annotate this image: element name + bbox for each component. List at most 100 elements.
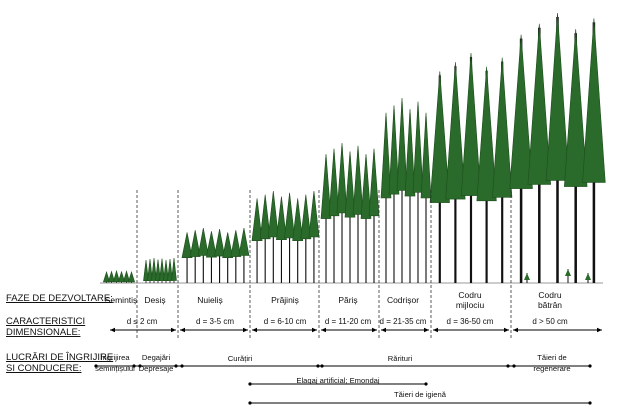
tree-crown	[171, 257, 177, 281]
tree-crown	[300, 194, 312, 240]
dim-codru-mijlociu: d = 36-50 cm	[446, 317, 494, 326]
tree-crown	[429, 71, 450, 203]
works-marker	[316, 364, 320, 368]
tree-crown	[107, 270, 116, 283]
dim-desis: d ≤ 2 cm	[126, 317, 158, 326]
work-ingrijirea: Îngrijirea semințișului	[94, 352, 136, 374]
phase-paris: Păriș	[338, 295, 358, 305]
seedling-crown	[585, 273, 591, 280]
tree-crown	[214, 229, 226, 257]
elagaj-start	[248, 382, 252, 386]
works-marker	[180, 364, 184, 368]
dim-arrow-desis-head-left	[110, 327, 115, 333]
dim-prajinis: d = 6-10 cm	[263, 317, 307, 326]
phase-desis: Desiș	[144, 295, 166, 305]
work-depresaje-line2: Depresaje	[138, 364, 174, 373]
work-rarituri: Rărituri	[387, 354, 413, 363]
tree-crown	[352, 145, 364, 215]
tree-crown	[412, 101, 424, 193]
dim-arrow-codru-mijlociu-head-right	[504, 327, 509, 333]
tree-crown	[102, 270, 111, 283]
dim-arrow-codrisor-head-left	[381, 327, 386, 333]
tree-crown	[388, 105, 400, 195]
tree-crown	[460, 52, 482, 196]
seedling-crown	[524, 273, 530, 280]
tree-crown	[117, 270, 126, 283]
tree-crown	[284, 192, 295, 239]
tree-crown	[344, 151, 356, 218]
tree-crown	[404, 109, 416, 197]
dim-arrow-codrisor-head-right	[424, 327, 429, 333]
tree-crown	[163, 259, 169, 282]
work-elagaj: Elagaj artificial; Emondaj	[296, 376, 380, 385]
row-label-dimensions-1: CARACTERISTICI	[6, 316, 86, 327]
tree-crown	[112, 269, 121, 283]
igiena-end	[588, 401, 592, 405]
tree-crown	[545, 12, 570, 181]
tree-crown	[205, 231, 217, 258]
tree-crown	[122, 270, 131, 283]
tree-crown	[189, 230, 201, 257]
elagaj-end	[424, 382, 428, 386]
phase-codrisor: Codrișor	[386, 295, 420, 305]
row-label-works-1: LUCRĂRI DE ÎNGRIJIRE	[6, 352, 114, 363]
row-label-dimensions-2: DIMENSIONALE:	[6, 327, 81, 338]
works-marker	[94, 364, 98, 368]
tree-crown	[143, 259, 149, 282]
dim-paris: d = 11-20 cm	[324, 317, 372, 326]
seedling-crown	[565, 269, 571, 276]
work-degajari: Degajări Depresaje	[136, 352, 176, 374]
tree-crown	[328, 148, 340, 217]
tree-crown	[276, 196, 287, 241]
dim-arrow-nuielis-head-right	[243, 327, 248, 333]
tree-crown	[476, 66, 497, 202]
dim-arrow-desis-head-right	[171, 327, 176, 333]
tree-crown	[509, 34, 533, 189]
works-marker	[506, 364, 510, 368]
work-taieri-igiena: Tăieri de igienă	[394, 390, 446, 399]
tree-crown	[127, 270, 136, 283]
phase-codru-mijlociu-line1: Codru	[458, 290, 482, 300]
row-label-works-2: SI CONDUCERE:	[6, 363, 82, 374]
tree-crown	[251, 198, 263, 241]
dim-arrow-paris-head-right	[372, 327, 377, 333]
works-marker	[174, 364, 178, 368]
dim-codrisor: d = 21-35 cm	[379, 317, 427, 326]
works-marker	[132, 364, 136, 368]
tree-crown	[320, 154, 332, 219]
phase-nuielis: Nuieliș	[197, 295, 223, 305]
work-curatiri: Curățiri	[227, 354, 253, 363]
tree-crown	[230, 230, 242, 257]
tree-crown	[360, 154, 372, 219]
dim-arrow-codru-mijlociu-head-left	[433, 327, 438, 333]
tree-crown	[368, 148, 380, 217]
dim-arrow-prajinis-head-left	[252, 327, 257, 333]
tree-crown	[564, 29, 588, 187]
tree-crown	[167, 258, 173, 281]
work-taieri-regenerare-line2: regenerare	[533, 364, 571, 373]
dim-arrow-codru-batran-head-left	[513, 327, 518, 333]
dim-arrow-codru-batran-head-right	[597, 327, 602, 333]
work-degajari-line1: Degajări	[141, 353, 171, 362]
tree-crown	[420, 112, 432, 199]
tree-crown	[259, 194, 271, 240]
dim-arrow-paris-head-left	[321, 327, 326, 333]
tree-crown	[292, 198, 304, 241]
tree-crown	[197, 227, 209, 256]
phase-codru-mijlociu-line2: mijlociu	[455, 300, 485, 310]
dim-arrow-nuielis-head-left	[180, 327, 185, 333]
work-ingrijirea-line2: semințișului	[95, 364, 135, 373]
row-label-phases: FAZE DE DEZVOLTARE:	[6, 293, 113, 304]
tree-crown	[147, 258, 153, 281]
tree-crown	[308, 190, 320, 238]
tree-crown	[181, 232, 193, 259]
works-marker	[320, 364, 324, 368]
works-marker	[512, 364, 516, 368]
tree-crown	[159, 258, 165, 281]
tree-crown	[267, 190, 279, 238]
phase-seminitis: Semintiș	[104, 295, 138, 305]
phase-codru-mijlociu: Codru mijlociu	[430, 290, 510, 310]
dim-codru-batran: d > 50 cm	[532, 317, 568, 326]
